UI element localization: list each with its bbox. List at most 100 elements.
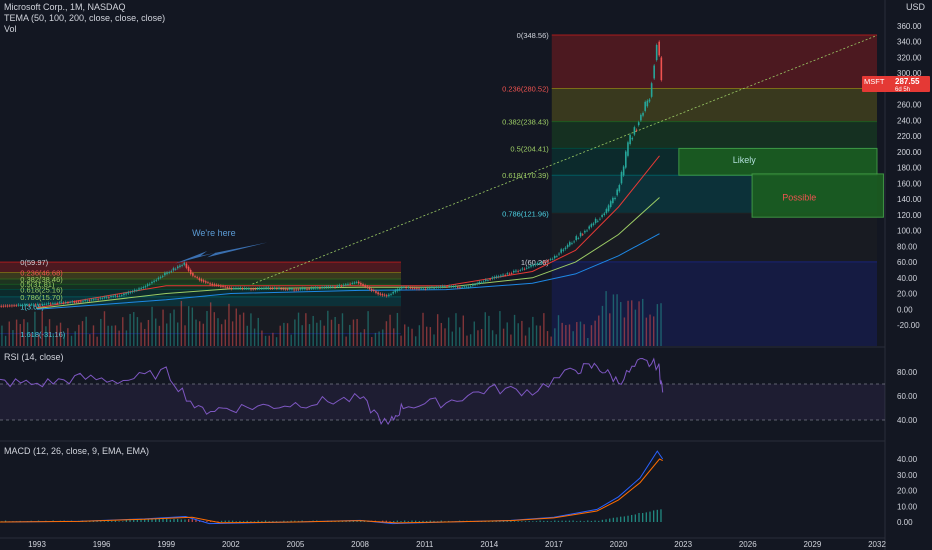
candle-body xyxy=(211,283,214,285)
trend-line xyxy=(252,35,878,285)
candle-body xyxy=(265,287,267,289)
candle-body xyxy=(612,197,614,204)
macd-histogram-bar xyxy=(436,521,439,522)
candle-body xyxy=(52,303,54,305)
candle-body xyxy=(469,286,472,288)
candle-body xyxy=(407,287,410,288)
candle-body xyxy=(489,279,491,281)
candle-body xyxy=(594,218,597,224)
macd-histogram-bar xyxy=(349,521,351,522)
candle-body xyxy=(157,277,160,280)
volume-legend[interactable]: Vol xyxy=(4,24,17,34)
candle-body xyxy=(571,242,573,244)
candle-body xyxy=(592,223,595,225)
price-tick-label: 160.00 xyxy=(897,179,922,188)
macd-histogram-bar xyxy=(352,520,355,522)
macd-histogram-bar xyxy=(535,521,538,522)
price-tick-label: 140.00 xyxy=(897,195,922,204)
candle-body xyxy=(286,288,289,290)
volume-bar xyxy=(605,291,607,346)
candle-body xyxy=(310,288,313,289)
rsi-tick-label: 40.00 xyxy=(897,416,918,425)
macd-histogram-bar xyxy=(385,520,388,522)
candle-body xyxy=(355,282,358,283)
price-tick-label: 100.00 xyxy=(897,227,922,236)
macd-histogram-bar xyxy=(166,518,168,522)
candle-body xyxy=(86,300,89,302)
macd-histogram-bar xyxy=(554,520,556,522)
macd-histogram-bar xyxy=(341,521,344,522)
volume-bar xyxy=(166,323,168,346)
macd-histogram-bar xyxy=(656,509,658,522)
macd-histogram-bar xyxy=(158,518,160,522)
candle-body xyxy=(560,249,562,253)
volume-bar xyxy=(37,334,40,346)
volume-bar xyxy=(360,332,362,346)
candle-body xyxy=(243,287,246,289)
candle-body xyxy=(435,287,438,288)
candle-body xyxy=(658,41,660,56)
rsi-pane-label[interactable]: RSI (14, close) xyxy=(4,352,64,362)
price-tick-label: 320.00 xyxy=(897,53,922,62)
candle-body xyxy=(457,286,459,288)
fib-label-right: 1(60.26) xyxy=(521,258,549,267)
candle-body xyxy=(114,295,117,297)
candle-body xyxy=(633,127,636,135)
macd-pane-label[interactable]: MACD (12, 26, close, 9, EMA, EMA) xyxy=(4,446,150,456)
volume-bar xyxy=(565,325,567,346)
volume-bar xyxy=(396,312,399,346)
symbol-title[interactable]: Microsoft Corp., 1M, NASDAQ xyxy=(4,2,126,12)
likely-box xyxy=(678,147,878,176)
macd-histogram-bar xyxy=(543,520,545,522)
candle-body xyxy=(413,288,416,289)
candle-body xyxy=(317,287,319,289)
macd-histogram-bar xyxy=(224,520,226,522)
candle-body xyxy=(493,276,496,279)
candle-body xyxy=(640,114,642,121)
candle-body xyxy=(103,297,106,299)
candle-body xyxy=(172,268,175,271)
candle-body xyxy=(465,286,468,288)
candle-body xyxy=(319,287,321,289)
volume-bar xyxy=(407,326,410,346)
candle-body xyxy=(187,266,190,271)
candle-body xyxy=(515,270,517,272)
candle-body xyxy=(230,288,233,289)
candle-body xyxy=(463,286,466,288)
volume-bar xyxy=(81,321,84,346)
volume-bar xyxy=(543,313,545,346)
candle-body xyxy=(644,101,646,111)
macd-histogram-bar xyxy=(111,521,113,522)
tema-200-line xyxy=(36,233,660,310)
macd-histogram-bar xyxy=(235,521,237,522)
macd-histogram-bar xyxy=(140,519,142,522)
candle-body xyxy=(47,303,50,304)
tema-legend[interactable]: TEMA (50, 100, 200, close, close, close) xyxy=(4,13,166,23)
volume-bar xyxy=(447,317,450,346)
candle-body xyxy=(411,287,414,289)
candle-body xyxy=(73,301,76,303)
price-tick-label: 340.00 xyxy=(897,38,922,47)
volume-bar xyxy=(506,322,508,346)
candle-body xyxy=(82,300,84,302)
volume-bar xyxy=(279,325,281,346)
volume-bar xyxy=(202,323,205,346)
macd-histogram-bar xyxy=(228,520,230,522)
volume-bar xyxy=(151,306,153,346)
volume-bar xyxy=(649,314,651,346)
macd-histogram-bar xyxy=(528,521,530,522)
candle-body xyxy=(123,293,125,296)
macd-histogram-bar xyxy=(264,520,267,522)
arrow-annotation-text: We're here xyxy=(192,228,236,238)
volume-bar xyxy=(367,311,369,346)
price-tick-label: 80.00 xyxy=(897,242,918,251)
fib-zone-left xyxy=(0,296,401,307)
candle-body xyxy=(637,122,640,126)
volume-bar xyxy=(89,334,91,346)
candle-body xyxy=(607,205,610,211)
candle-body xyxy=(159,277,162,278)
candle-body xyxy=(474,284,476,286)
candle-body xyxy=(642,112,644,116)
candle-body xyxy=(385,295,388,297)
